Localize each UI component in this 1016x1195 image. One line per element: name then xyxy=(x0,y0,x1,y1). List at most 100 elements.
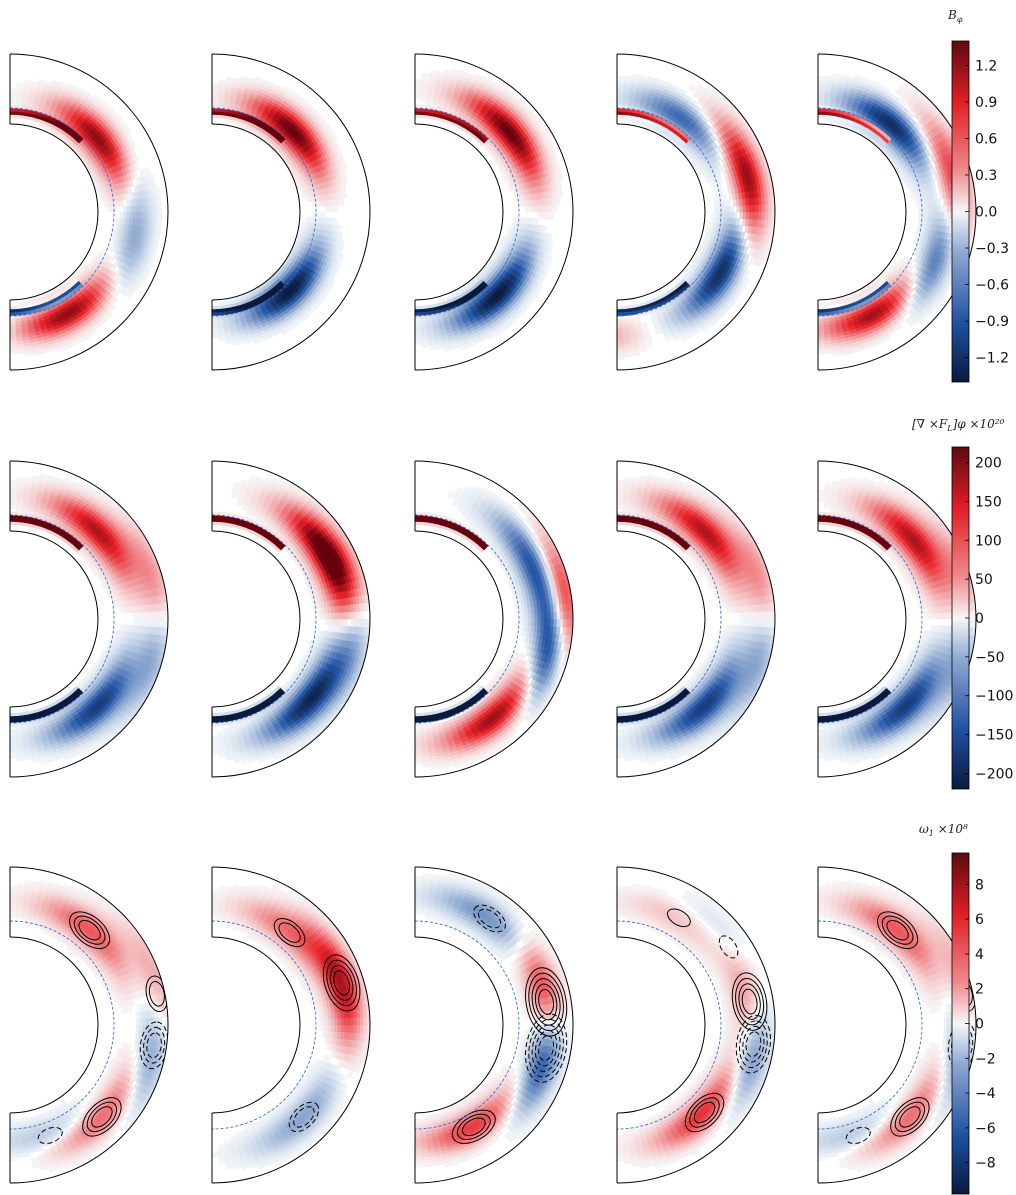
field-cell xyxy=(540,204,545,213)
field-cell xyxy=(37,78,46,85)
field-cell xyxy=(818,107,824,112)
field-cell xyxy=(617,328,624,333)
field-cell xyxy=(543,211,548,220)
field-cell xyxy=(617,75,625,80)
field-cell xyxy=(630,118,637,124)
field-cell xyxy=(638,347,647,353)
field-cell xyxy=(10,95,17,100)
field-cell xyxy=(239,75,249,82)
field-cell xyxy=(623,76,632,81)
field-cell xyxy=(924,205,929,213)
field-cell xyxy=(553,204,558,213)
field-cell xyxy=(739,205,744,213)
field-cell xyxy=(148,211,153,220)
field-cell xyxy=(218,79,227,84)
field-cell xyxy=(444,69,453,76)
field-cell xyxy=(144,166,151,176)
field-cell xyxy=(338,231,344,240)
field-cell xyxy=(555,196,561,205)
field-cell xyxy=(101,247,108,255)
field-cell xyxy=(452,68,462,75)
field-cell xyxy=(428,345,438,351)
field-cell xyxy=(331,205,336,213)
field-cells xyxy=(617,73,775,361)
field-cell xyxy=(742,211,747,220)
outer-boundary xyxy=(414,53,574,371)
field-cell xyxy=(415,88,422,93)
field-cell xyxy=(723,211,728,219)
field-cell xyxy=(415,104,421,109)
tachocline-line xyxy=(414,107,520,317)
field-cell xyxy=(212,331,219,336)
field-cell xyxy=(107,206,112,213)
field-cell xyxy=(818,82,826,87)
field-cell xyxy=(415,312,421,317)
field-cell xyxy=(617,356,626,361)
field-cell xyxy=(818,328,825,333)
field-cell xyxy=(722,194,727,202)
field-cell xyxy=(755,204,760,213)
field-cell xyxy=(739,211,744,219)
field-cell xyxy=(157,203,162,213)
field-cell xyxy=(818,79,826,84)
field-cell xyxy=(107,304,117,313)
field-cell xyxy=(726,211,731,219)
field-cell xyxy=(940,205,945,213)
field-cell xyxy=(547,211,552,220)
inner-boundary xyxy=(211,123,301,301)
field-cell xyxy=(225,76,234,82)
field-cell xyxy=(24,351,34,357)
field-cell xyxy=(10,107,16,112)
field-cell xyxy=(129,205,134,213)
field-cell xyxy=(421,343,430,348)
field-cell xyxy=(10,312,16,317)
field-cell xyxy=(547,232,553,242)
field-cell xyxy=(818,85,825,90)
field-cell xyxy=(93,94,102,102)
field-cell xyxy=(736,205,741,213)
field-cell xyxy=(927,205,932,213)
outer-boundary xyxy=(211,53,371,371)
inner-boundary xyxy=(9,123,99,301)
field-cell xyxy=(421,72,430,78)
field-cell xyxy=(818,309,824,314)
field-cell xyxy=(824,349,834,355)
field-cell xyxy=(617,107,623,112)
field-cell xyxy=(714,206,719,213)
field-cell xyxy=(761,203,766,213)
field-cell xyxy=(503,86,513,95)
field-cell xyxy=(818,337,826,342)
row-b-phi: Bφ 1.20.90.60.30.0−0.3−0.6−0.9−1.2 xyxy=(9,8,1009,383)
panel-0-0 xyxy=(9,53,169,371)
field-cell xyxy=(729,205,734,213)
field-cell xyxy=(543,204,548,213)
field-cell xyxy=(818,91,825,96)
field-cell xyxy=(415,324,422,329)
field-cell xyxy=(918,206,923,213)
field-cell xyxy=(333,218,339,226)
field-cell xyxy=(212,101,219,106)
field-cell xyxy=(10,324,17,329)
field-cell xyxy=(969,211,974,221)
field-cell xyxy=(145,211,150,220)
field-cell xyxy=(104,312,114,321)
field-cell xyxy=(937,205,942,213)
field-cell xyxy=(135,204,140,213)
field-cell xyxy=(212,107,218,112)
field-cell xyxy=(617,98,624,103)
field-cell xyxy=(617,110,623,115)
field-cell xyxy=(749,204,754,213)
field-cell xyxy=(10,305,16,310)
b-phi-panels xyxy=(9,53,977,371)
field-cell xyxy=(624,352,633,358)
field-cell xyxy=(338,253,345,263)
field-cell xyxy=(212,85,219,90)
field-cell xyxy=(336,224,341,233)
field-cell xyxy=(717,206,722,213)
field-cell xyxy=(969,203,974,213)
field-cell xyxy=(342,190,348,199)
field-cell xyxy=(617,347,625,352)
field-cell xyxy=(818,331,825,336)
field-cell xyxy=(749,211,754,220)
